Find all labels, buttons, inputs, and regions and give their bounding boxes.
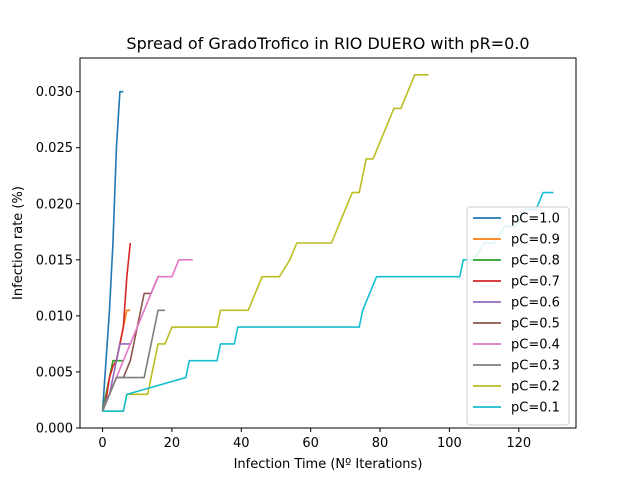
legend: pC=1.0 pC=0.9 pC=0.8 pC=0.7 pC=0.6 pC=0.5 pC=0… [466, 206, 570, 426]
y-axis: 0.000 0.005 0.010 0.015 0.020 0.025 0.030 [36, 85, 80, 437]
legend-label-0: pC=1.0 [511, 212, 560, 227]
y-tick-label: 0.015 [36, 253, 73, 268]
legend-label-6: pC=0.4 [511, 338, 560, 353]
x-axis: 0 20 40 60 80 100 120 [98, 428, 531, 451]
plot-frame [79, 57, 577, 429]
y-tick-label: 0.025 [36, 141, 73, 156]
series-line-8 [102, 74, 429, 412]
chart-title: Spread of GradoTrofico in RIO DUERO with… [126, 34, 529, 53]
y-tick-label: 0.020 [36, 197, 73, 212]
y-tick-label: 0.010 [36, 309, 73, 324]
x-tick-label: 100 [437, 436, 462, 451]
legend-label-5: pC=0.5 [511, 317, 560, 332]
x-tick-label: 80 [372, 436, 389, 451]
x-tick-label: 120 [506, 436, 531, 451]
series-line-2 [101, 359, 124, 412]
legend-label-3: pC=0.7 [511, 275, 560, 290]
y-tick-label: 0.030 [36, 85, 73, 100]
x-tick-label: 20 [164, 436, 181, 451]
x-axis-label: Infection Time (Nº Iterations) [234, 457, 423, 472]
y-axis-label: Infection rate (%) [11, 186, 26, 300]
series-line-0 [101, 90, 124, 412]
legend-label-9: pC=0.1 [511, 401, 560, 416]
legend-label-8: pC=0.2 [511, 380, 560, 395]
x-tick-label: 0 [98, 436, 106, 451]
legend-label-4: pC=0.6 [511, 296, 560, 311]
legend-label-1: pC=0.9 [511, 233, 560, 248]
legend-box [466, 206, 570, 426]
series-line-6 [101, 259, 193, 412]
y-tick-label: 0.005 [36, 365, 73, 380]
y-tick-label: 0.000 [36, 422, 73, 437]
legend-label-2: pC=0.8 [511, 254, 560, 269]
legend-label-7: pC=0.3 [511, 359, 560, 374]
x-tick-label: 60 [302, 436, 319, 451]
series-line-7 [101, 309, 165, 412]
x-tick-label: 40 [233, 436, 250, 451]
